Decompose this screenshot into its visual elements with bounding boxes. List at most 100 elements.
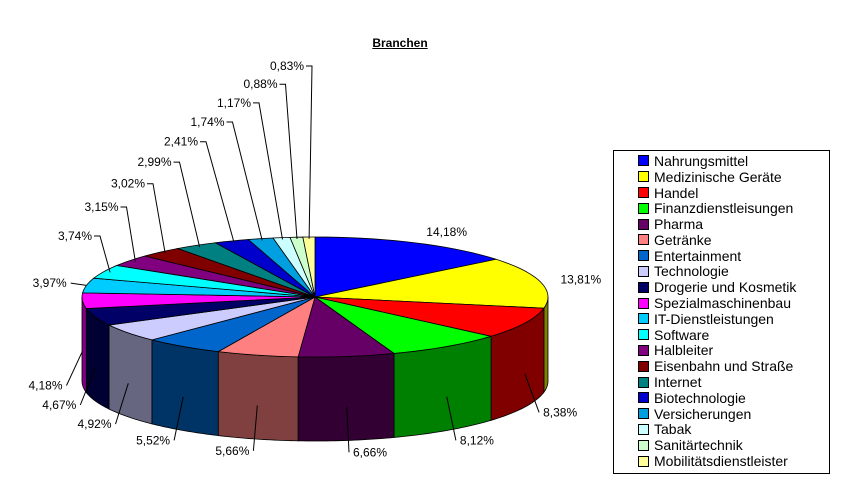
data-label-19: 0,88% bbox=[243, 77, 277, 91]
leader-line-9 bbox=[79, 367, 96, 406]
legend-item: Getränke bbox=[638, 232, 829, 248]
data-label-12: 3,74% bbox=[58, 229, 92, 243]
data-label-6: 5,66% bbox=[215, 444, 249, 458]
legend-swatch bbox=[638, 202, 649, 214]
data-label-2: 13,81% bbox=[561, 273, 602, 287]
data-label-11: 3,97% bbox=[33, 276, 67, 290]
leader-line-4 bbox=[446, 396, 457, 441]
leader-line-8 bbox=[115, 383, 129, 425]
leader-line-3 bbox=[524, 373, 540, 413]
legend-label: Sanitärtechnik bbox=[654, 437, 743, 454]
pie-slice-2 bbox=[314, 258, 549, 309]
legend-swatch bbox=[638, 329, 649, 341]
data-label-9: 4,67% bbox=[42, 398, 76, 412]
legend-label: Halbleiter bbox=[654, 342, 714, 359]
legend-item: Biotechnologie bbox=[638, 390, 829, 406]
data-label-7: 5,52% bbox=[136, 433, 170, 447]
leader-line-16 bbox=[200, 141, 235, 243]
legend-item: Finanzdienstleisungen bbox=[638, 200, 829, 216]
legend-item: Technologie bbox=[638, 263, 829, 280]
leader-line-13 bbox=[120, 206, 136, 262]
legend-label: Tabak bbox=[654, 421, 692, 438]
pie-slice-12 bbox=[92, 265, 316, 298]
legend-label: IT-Dienstleistungen bbox=[654, 310, 774, 327]
pie-side-8 bbox=[108, 324, 153, 425]
legend-swatch bbox=[638, 313, 649, 325]
legend-item: IT-Dienstleistungen bbox=[638, 311, 829, 327]
pie-slice-3 bbox=[314, 296, 545, 337]
legend-label: Versicherungen bbox=[654, 405, 752, 422]
legend-item: Mobilitätsdienstleister bbox=[638, 453, 829, 469]
pie-slice-4 bbox=[314, 296, 492, 354]
legend-swatch bbox=[638, 423, 649, 435]
legend-item: Versicherungen bbox=[638, 406, 829, 422]
legend-label: Technologie bbox=[654, 263, 729, 280]
data-label-18: 1,17% bbox=[217, 96, 251, 110]
legend-item: Software bbox=[638, 327, 829, 343]
legend-label: Internet bbox=[654, 374, 702, 391]
data-label-13: 3,15% bbox=[84, 200, 118, 214]
pie-side-7 bbox=[151, 339, 219, 437]
legend-swatch bbox=[638, 376, 649, 388]
legend-swatch bbox=[638, 281, 649, 293]
legend-swatch bbox=[638, 171, 649, 183]
leader-line-5 bbox=[346, 406, 350, 453]
legend-item: Medizinische Geräte bbox=[638, 169, 829, 185]
legend-item: Sanitärtechnik bbox=[638, 437, 829, 453]
legend-item: Handel bbox=[638, 185, 829, 201]
legend-label: Eisenbahn und Straße bbox=[654, 358, 794, 375]
legend-label: Software bbox=[654, 326, 710, 343]
pie-side-6 bbox=[217, 351, 299, 442]
legend-swatch bbox=[638, 392, 649, 404]
leader-line-20 bbox=[306, 65, 313, 239]
legend-label: Mobilitätsdienstleister bbox=[654, 453, 788, 470]
legend-swatch bbox=[638, 360, 649, 372]
legend-label: Spezialmaschinenbau bbox=[654, 295, 791, 312]
leader-line-19 bbox=[279, 83, 298, 240]
legend-item: Entertainment bbox=[638, 248, 829, 264]
leader-line-15 bbox=[173, 161, 201, 248]
legend-item: Nahrungsmittel bbox=[638, 153, 829, 169]
leader-line-11 bbox=[70, 282, 87, 286]
legend-label: Biotechnologie bbox=[654, 389, 746, 406]
leader-line-10 bbox=[66, 350, 83, 386]
data-label-17: 1,74% bbox=[190, 115, 224, 129]
data-label-8: 4,92% bbox=[77, 417, 111, 431]
data-label-10: 4,18% bbox=[28, 379, 62, 393]
legend-item: Tabak bbox=[638, 421, 829, 438]
legend-label: Pharma bbox=[654, 216, 704, 233]
legend-item: Eisenbahn und Straße bbox=[638, 358, 829, 374]
legend-label: Getränke bbox=[654, 231, 712, 248]
legend-label: Handel bbox=[654, 184, 699, 201]
legend-label: Drogerie und Kosmetik bbox=[654, 279, 797, 296]
chart-title: Branchen bbox=[372, 36, 428, 50]
data-label-14: 3,02% bbox=[111, 177, 145, 191]
data-label-5: 6,66% bbox=[353, 445, 387, 459]
pie-top bbox=[81, 236, 549, 358]
leader-line-14 bbox=[147, 183, 166, 254]
pie-slice-5 bbox=[297, 296, 396, 358]
legend-swatch bbox=[638, 218, 649, 230]
legend-item: Pharma bbox=[638, 216, 829, 232]
pie-slice-10 bbox=[81, 292, 316, 309]
legend-label: Nahrungsmittel bbox=[654, 152, 749, 169]
data-label-20: 0,83% bbox=[270, 59, 304, 73]
pie-side-2 bbox=[543, 296, 549, 394]
data-label-4: 8,12% bbox=[460, 433, 494, 447]
leader-line-6 bbox=[252, 405, 258, 451]
legend-swatch bbox=[638, 455, 649, 467]
legend-label: Entertainment bbox=[654, 247, 742, 264]
legend-swatch bbox=[638, 344, 649, 356]
legend-item: Drogerie und Kosmetik bbox=[638, 279, 829, 295]
legend-swatch bbox=[638, 439, 649, 451]
legend-swatch bbox=[638, 408, 649, 420]
data-label-16: 2,41% bbox=[164, 135, 198, 149]
legend-swatch bbox=[638, 186, 649, 198]
leader-line-17 bbox=[226, 121, 263, 241]
legend-swatch bbox=[638, 250, 649, 262]
legend-swatch bbox=[638, 155, 649, 167]
data-labels: 14,18% 13,81% 8,38% 8,12% 6,66% 5,66% 5,52% 4,9… bbox=[28, 59, 601, 459]
legend-item: Internet bbox=[638, 374, 829, 390]
pie-slice-8 bbox=[107, 296, 316, 341]
